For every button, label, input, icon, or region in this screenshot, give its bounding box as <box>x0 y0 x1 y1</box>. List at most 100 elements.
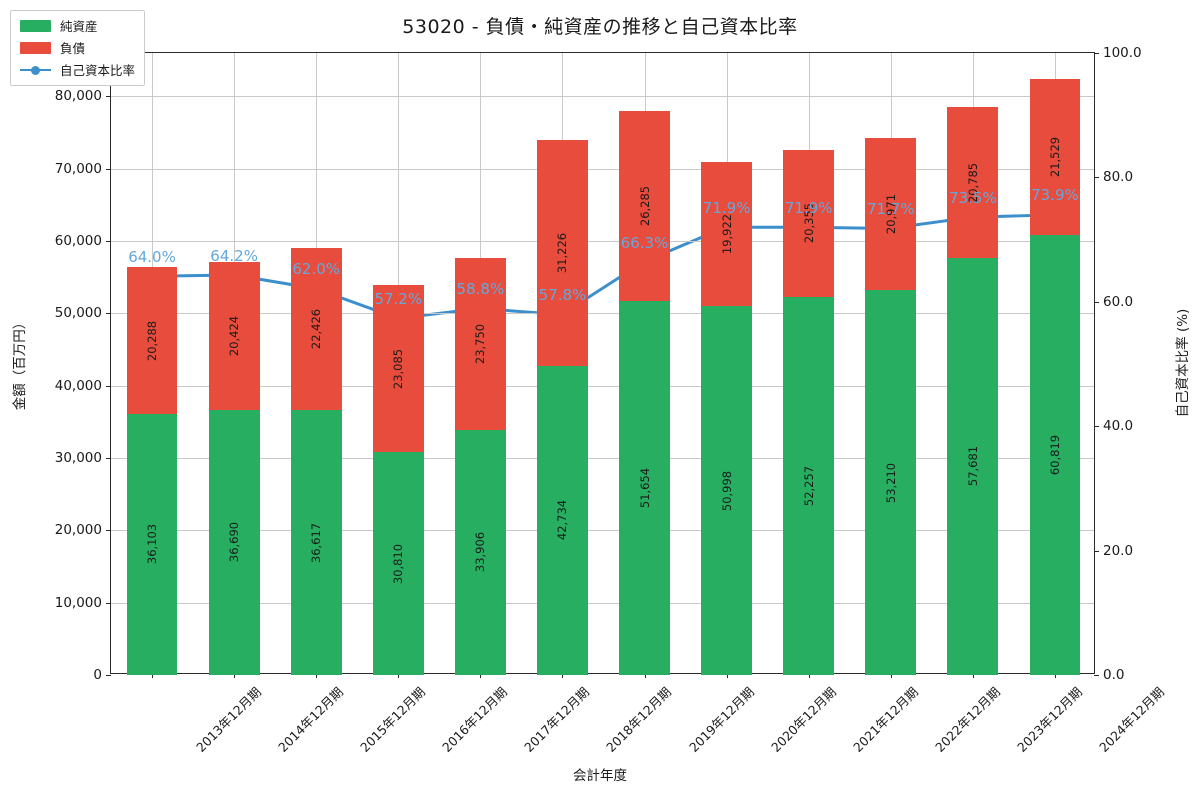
gridline-horizontal <box>111 458 1094 460</box>
y-axis-left-tick-label: 0 <box>93 667 102 683</box>
legend-item-equity-ratio[interactable]: 自己資本比率 <box>20 61 135 78</box>
bar-liabilities[interactable]: 20,355 <box>783 149 835 298</box>
bar-liabilities[interactable]: 19,922 <box>701 162 753 307</box>
bar-net-assets[interactable]: 36,103 <box>126 413 178 675</box>
bar-value-label: 36,103 <box>145 524 160 565</box>
x-axis-tick-label: 2022年12月期 <box>931 684 1003 755</box>
bar-liabilities[interactable]: 26,285 <box>619 111 670 302</box>
bar-net-assets[interactable]: 50,998 <box>701 306 753 675</box>
y-axis-left-tick <box>106 96 111 98</box>
bar-liabilities[interactable]: 22,426 <box>290 247 342 411</box>
plot-area: 0 10,000 20,000 30,000 40,000 50,000 60,000 70,… <box>55 45 1167 755</box>
equity-ratio-value-label: 64.0% <box>128 247 176 266</box>
y-axis-left-tick-label: 70,000 <box>54 160 102 177</box>
bar-value-label: 53,210 <box>883 462 898 503</box>
equity-ratio-value-label: 57.2% <box>374 290 423 309</box>
equity-ratio-polyline <box>151 213 1054 320</box>
y-axis-right-tick-label: 40.0 <box>1103 418 1134 435</box>
y-axis-left-tick-label: 50,000 <box>54 305 102 322</box>
legend-item-liabilities[interactable]: 負債 <box>20 39 135 56</box>
x-axis-tick-label: 2013年12月期 <box>193 684 264 755</box>
gridline-horizontal <box>111 602 1094 604</box>
x-axis-tick <box>644 673 646 678</box>
bar-liabilities[interactable]: 23,085 <box>372 285 424 453</box>
x-axis-tick-label: 2019年12月期 <box>685 684 757 755</box>
bar-liabilities[interactable]: 20,971 <box>865 138 917 291</box>
bar-value-label: 30,810 <box>391 543 406 584</box>
bar-value-label: 33,906 <box>473 532 488 573</box>
bar-value-label: 52,257 <box>801 465 816 507</box>
bar-net-assets[interactable]: 36,617 <box>290 410 342 675</box>
gridline-horizontal <box>111 313 1094 315</box>
x-axis-tick-label: 2018年12月期 <box>603 684 675 755</box>
bar-value-label: 36,617 <box>309 522 324 563</box>
bar-net-assets[interactable]: 52,257 <box>783 297 835 675</box>
chart-title: 53020 - 負債・純資産の推移と自己資本比率 <box>402 16 798 38</box>
legend-label-equity-ratio: 自己資本比率 <box>60 63 136 78</box>
bar-net-assets[interactable]: 30,810 <box>372 452 424 675</box>
bar-liabilities[interactable]: 20,785 <box>947 107 999 258</box>
equity-ratio-value-label: 71.9% <box>702 198 751 217</box>
x-axis-tick <box>562 673 564 678</box>
equity-ratio-value-label: 71.7% <box>866 200 915 219</box>
y-axis-left-tick <box>106 458 111 460</box>
bar-value-label: 26,285 <box>637 186 652 227</box>
x-axis-tick-label: 2021年12月期 <box>849 684 921 755</box>
equity-ratio-value-label: 73.5% <box>949 188 997 207</box>
x-axis-tick-label: 2024年12月期 <box>1096 684 1167 755</box>
bar-net-assets[interactable]: 33,906 <box>454 429 506 675</box>
bar-liabilities[interactable]: 20,424 <box>208 261 260 410</box>
x-axis-tick <box>890 673 892 678</box>
y-axis-left-tick-label: 40,000 <box>54 377 102 394</box>
bar-net-assets[interactable]: 36,690 <box>208 409 260 675</box>
bar-value-label: 51,654 <box>637 468 652 509</box>
chart-legend: 純資産 負債 自己資本比率 <box>10 10 146 86</box>
gridline-horizontal <box>111 168 1094 170</box>
equity-ratio-value-label: 58.8% <box>456 280 505 299</box>
bar-liabilities[interactable]: 23,750 <box>454 257 506 430</box>
bar-value-label: 19,922 <box>719 213 734 255</box>
bar-value-label: 23,750 <box>473 323 488 364</box>
bar-net-assets[interactable]: 51,654 <box>619 301 670 675</box>
legend-swatch-equity-ratio <box>20 64 51 76</box>
y-axis-right-tick <box>1094 675 1099 676</box>
x-axis-tick <box>398 673 400 678</box>
equity-ratio-value-label: 64.2% <box>210 246 258 265</box>
gridline-horizontal <box>111 96 1094 98</box>
x-axis-tick <box>726 673 728 678</box>
bar-net-assets[interactable]: 53,210 <box>865 290 917 675</box>
legend-label-liabilities: 負債 <box>60 41 86 56</box>
bar-value-label: 36,690 <box>227 522 242 563</box>
y-axis-right-tick-label: 20.0 <box>1103 542 1134 559</box>
y-axis-left-title: 金額（百万円） <box>12 315 28 411</box>
x-axis-tick-label: 2023年12月期 <box>1013 684 1085 755</box>
equity-ratio-value-label: 73.9% <box>1031 186 1079 205</box>
bar-liabilities[interactable]: 21,529 <box>1029 79 1081 236</box>
y-axis-right-tick <box>1094 177 1099 179</box>
bar-net-assets[interactable]: 42,734 <box>537 365 588 675</box>
x-axis-title: 会計年度 <box>573 768 627 784</box>
y-axis-left-tick-label: 20,000 <box>54 522 102 539</box>
y-axis-left-tick <box>106 168 111 170</box>
y-axis-right-tick-label: 60.0 <box>1103 293 1134 310</box>
legend-item-net-assets[interactable]: 純資産 <box>20 17 135 34</box>
bar-net-assets[interactable]: 57,681 <box>947 257 999 675</box>
y-axis-left-tick <box>106 675 111 676</box>
bar-net-assets[interactable]: 60,819 <box>1029 235 1081 675</box>
bar-liabilities[interactable]: 31,226 <box>537 140 588 366</box>
x-axis-tick <box>808 673 810 678</box>
bar-value-label: 50,998 <box>719 470 734 511</box>
y-axis-right-tick <box>1094 53 1099 54</box>
y-axis-left-tick-label: 60,000 <box>54 233 102 250</box>
x-axis-tick-label: 2015年12月期 <box>357 684 429 755</box>
y-axis-left-tick <box>106 602 111 604</box>
gridline-horizontal <box>111 530 1094 532</box>
y-axis-right-tick <box>1094 550 1099 552</box>
bar-liabilities[interactable]: 20,288 <box>126 267 178 414</box>
y-axis-left-tick <box>106 313 111 315</box>
x-axis-tick-label: 2016年12月期 <box>439 684 511 755</box>
bar-value-label: 42,734 <box>555 500 570 541</box>
equity-ratio-value-label: 66.3% <box>620 233 669 252</box>
y-axis-left-tick-label: 10,000 <box>54 594 102 611</box>
